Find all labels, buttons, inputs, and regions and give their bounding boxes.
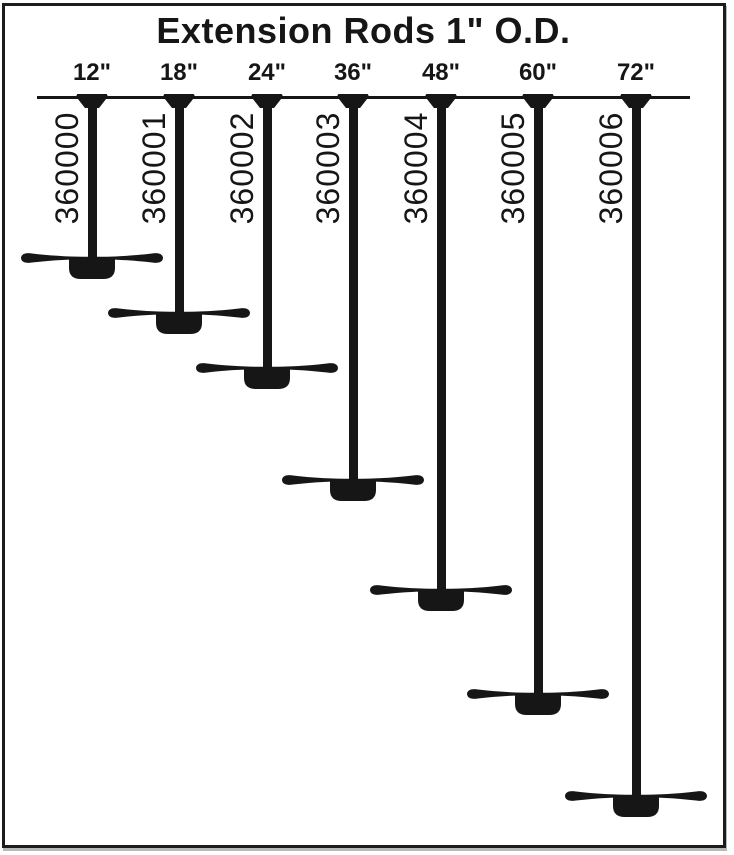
fan-hub	[69, 258, 115, 279]
rod-length-label: 18"	[159, 59, 199, 86]
ceiling-fan-icon	[565, 791, 707, 817]
fan-hub	[330, 480, 376, 501]
rod-stem	[437, 96, 446, 590]
part-number-label: 360006	[593, 111, 629, 225]
fan-blades	[108, 308, 250, 318]
rod-length-label: 60"	[518, 59, 558, 86]
ceiling-fan-icon	[370, 585, 512, 611]
fan-hub	[418, 590, 464, 611]
fan-hub	[515, 694, 561, 715]
part-number-label: 360004	[398, 111, 434, 225]
fan-blades	[196, 363, 338, 373]
ceiling-line	[37, 96, 690, 99]
rod-stem	[632, 96, 641, 796]
part-number-label: 360005	[495, 111, 531, 225]
ceiling-fan-icon	[21, 253, 163, 279]
rod-stem	[88, 96, 97, 258]
diagram-frame	[2, 3, 726, 848]
rod-length-label: 48"	[421, 59, 461, 86]
rod-stem	[175, 96, 184, 313]
part-number-label: 360002	[224, 111, 260, 225]
fan-blades	[370, 585, 512, 595]
rod-length-label: 24"	[247, 59, 287, 86]
fan-hub	[613, 796, 659, 817]
part-number-label: 360000	[49, 111, 85, 225]
part-number-label: 360001	[136, 111, 172, 225]
part-number-label: 360003	[310, 111, 346, 225]
ceiling-fan-icon	[196, 363, 338, 389]
ceiling-fan-icon	[282, 475, 424, 501]
fan-hub	[156, 313, 202, 334]
rod-length-label: 36"	[333, 59, 373, 86]
rod-length-label: 12"	[72, 59, 112, 86]
page-title: Extension Rods 1" O.D.	[156, 10, 571, 51]
rod-length-label: 72"	[616, 59, 656, 86]
rod-stem	[349, 96, 358, 480]
fan-blades	[467, 689, 609, 699]
ceiling-fan-icon	[108, 308, 250, 334]
ceiling-fan-icon	[467, 689, 609, 715]
fan-blades	[565, 791, 707, 801]
fan-hub	[244, 368, 290, 389]
fan-blades	[21, 253, 163, 263]
rod-stem	[263, 96, 272, 368]
fan-blades	[282, 475, 424, 485]
rod-stem	[534, 96, 543, 694]
